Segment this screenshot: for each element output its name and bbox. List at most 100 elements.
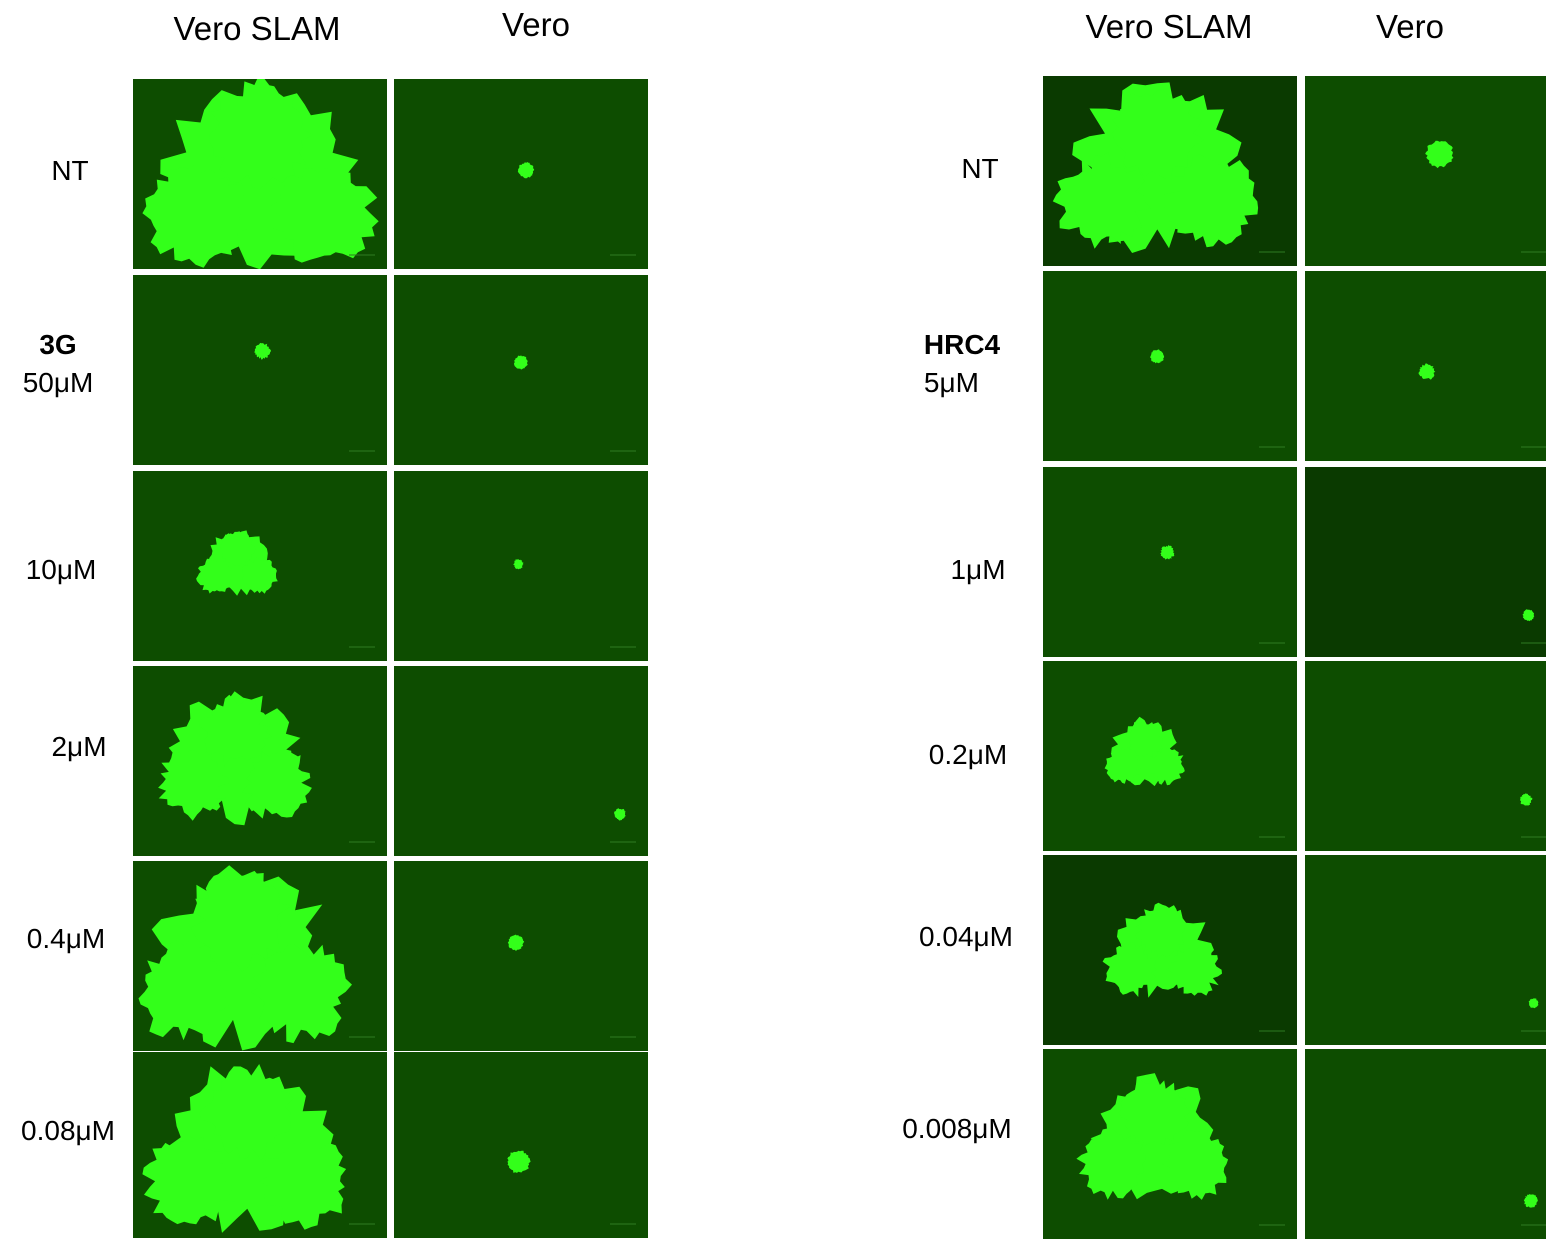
fluorescent-plaque	[507, 1150, 531, 1173]
micrograph-svg	[1305, 76, 1546, 266]
fluorescent-plaque	[1522, 609, 1535, 622]
micrograph-svg	[133, 275, 387, 465]
fluorescent-plaque	[1523, 1194, 1538, 1208]
micrograph-svg	[394, 79, 648, 269]
fluorescent-plaque-lobe	[218, 531, 256, 566]
micrograph-image	[1043, 661, 1297, 851]
micrograph-background	[394, 1052, 648, 1238]
fluorescent-plaque	[514, 355, 528, 370]
row-label-nt: NT	[51, 155, 89, 186]
micrograph-image	[394, 275, 648, 465]
micrograph-svg	[1043, 661, 1297, 851]
micrograph-background	[1305, 467, 1546, 657]
micrograph-svg	[1043, 1049, 1297, 1239]
micrograph-image	[394, 861, 648, 1051]
micrograph-image	[1305, 467, 1546, 657]
micrograph-image	[1043, 1049, 1297, 1239]
fluorescent-plaque-lobe	[138, 939, 230, 1041]
fluorescent-plaque-lobe	[142, 164, 249, 268]
micrograph-image	[133, 275, 387, 465]
column-header-vero-slam: Vero SLAM	[1085, 8, 1253, 45]
micrograph-background	[133, 275, 387, 465]
micrograph-image	[133, 79, 387, 269]
micrograph-image	[1305, 271, 1546, 461]
fluorescent-plaque-lobe	[271, 161, 379, 263]
fluorescent-plaque	[254, 342, 272, 360]
fluorescent-plaque-lobe	[1125, 721, 1163, 757]
fluorescent-plaque	[1528, 998, 1539, 1009]
micrograph-background	[394, 861, 648, 1051]
micrograph-background	[1043, 467, 1297, 657]
micrograph-image	[133, 1052, 387, 1238]
micrograph-image	[394, 1052, 648, 1238]
micrograph-svg	[1043, 76, 1297, 266]
fluorescent-plaque	[614, 808, 626, 821]
micrograph-image	[394, 666, 648, 856]
fluorescent-plaque-lobe	[242, 748, 312, 818]
micrograph-background	[1043, 271, 1297, 461]
micrograph-svg	[394, 666, 648, 856]
micrograph-svg	[1043, 467, 1297, 657]
concentration-label: 50μM	[22, 367, 94, 398]
fluorescent-plaque-lobe	[1118, 1079, 1190, 1146]
fluorescent-plaque-lobe	[1166, 944, 1222, 996]
micrograph-svg	[394, 275, 648, 465]
micrograph-image	[133, 471, 387, 661]
micrograph-image	[1043, 76, 1297, 266]
micrograph-image	[1043, 855, 1297, 1045]
micrograph-image	[1305, 76, 1546, 266]
row-label-concentration: 0.08μM	[21, 1115, 115, 1146]
fluorescent-plaque-lobe	[1135, 902, 1186, 959]
row-label-concentration: 0.4μM	[26, 923, 106, 954]
row-label-compound: 3G 50μM	[23, 326, 94, 402]
micrograph-background	[1305, 855, 1546, 1045]
row-label-concentration: 2μM	[51, 731, 107, 762]
micrograph-svg	[1305, 1049, 1546, 1239]
fluorescent-plaque-lobe	[196, 557, 233, 594]
row-label-concentration: 0.04μM	[919, 921, 1013, 952]
column-header-vero: Vero	[1376, 8, 1444, 45]
fluorescent-plaque-lobe	[1104, 747, 1141, 784]
fluorescent-plaque-lobe	[259, 1136, 347, 1230]
fluorescent-plaque-lobe	[198, 694, 272, 767]
fluorescent-plaque-lobe	[1111, 90, 1205, 181]
fluorescent-plaque	[1425, 140, 1454, 169]
compound-name: HRC4	[923, 329, 1001, 360]
micrograph-background	[394, 275, 648, 465]
column-header-vero-slam: Vero SLAM	[173, 10, 341, 47]
fluorescent-plaque-lobe	[209, 81, 314, 190]
fluorescent-plaque-lobe	[250, 943, 352, 1044]
fluorescent-plaque-lobe	[1148, 747, 1185, 786]
panel-3g: Vero SLAM Vero NT 3G 50μM 10μM 2μM 0.4μM…	[0, 0, 700, 1237]
fluorescent-plaque	[1520, 793, 1533, 806]
fluorescent-plaque-lobe	[1162, 1128, 1229, 1200]
fluorescent-plaque	[1418, 363, 1436, 380]
row-label-concentration: 0.2μM	[928, 739, 1008, 770]
micrograph-image	[133, 861, 387, 1051]
fluorescent-plaque	[507, 934, 525, 951]
fluorescent-plaque-lobe	[1163, 154, 1259, 248]
micrograph-svg	[1305, 271, 1546, 461]
micrograph-svg	[1043, 855, 1297, 1045]
micrograph-image	[1043, 467, 1297, 657]
compound-name: 3G	[39, 329, 77, 360]
micrograph-svg	[394, 861, 648, 1051]
row-label-concentration: 0.008μM	[902, 1113, 1012, 1144]
micrograph-svg	[394, 1052, 648, 1238]
micrograph-background	[1305, 661, 1546, 851]
micrograph-svg	[133, 1052, 387, 1238]
column-header-vero: Vero	[502, 6, 570, 43]
fluorescent-plaque-lobe	[1052, 152, 1151, 249]
row-label-concentration: 10μM	[25, 554, 97, 585]
row-label-concentration: 1μM	[950, 554, 1006, 585]
fluorescent-plaque-lobe	[242, 557, 278, 594]
fluorescent-plaque	[513, 559, 524, 570]
micrograph-image	[1043, 271, 1297, 461]
micrograph-image	[394, 471, 648, 661]
panel-hrc4: Vero SLAM Vero NT HRC4 5μM 1μM 0.2μM 0.0…	[846, 0, 1546, 1237]
fluorescent-plaque-lobe	[1102, 941, 1157, 997]
micrograph-svg	[133, 471, 387, 661]
micrograph-svg	[1305, 661, 1546, 851]
fluorescent-plaque-lobe	[1076, 1128, 1146, 1200]
micrograph-image	[133, 666, 387, 856]
